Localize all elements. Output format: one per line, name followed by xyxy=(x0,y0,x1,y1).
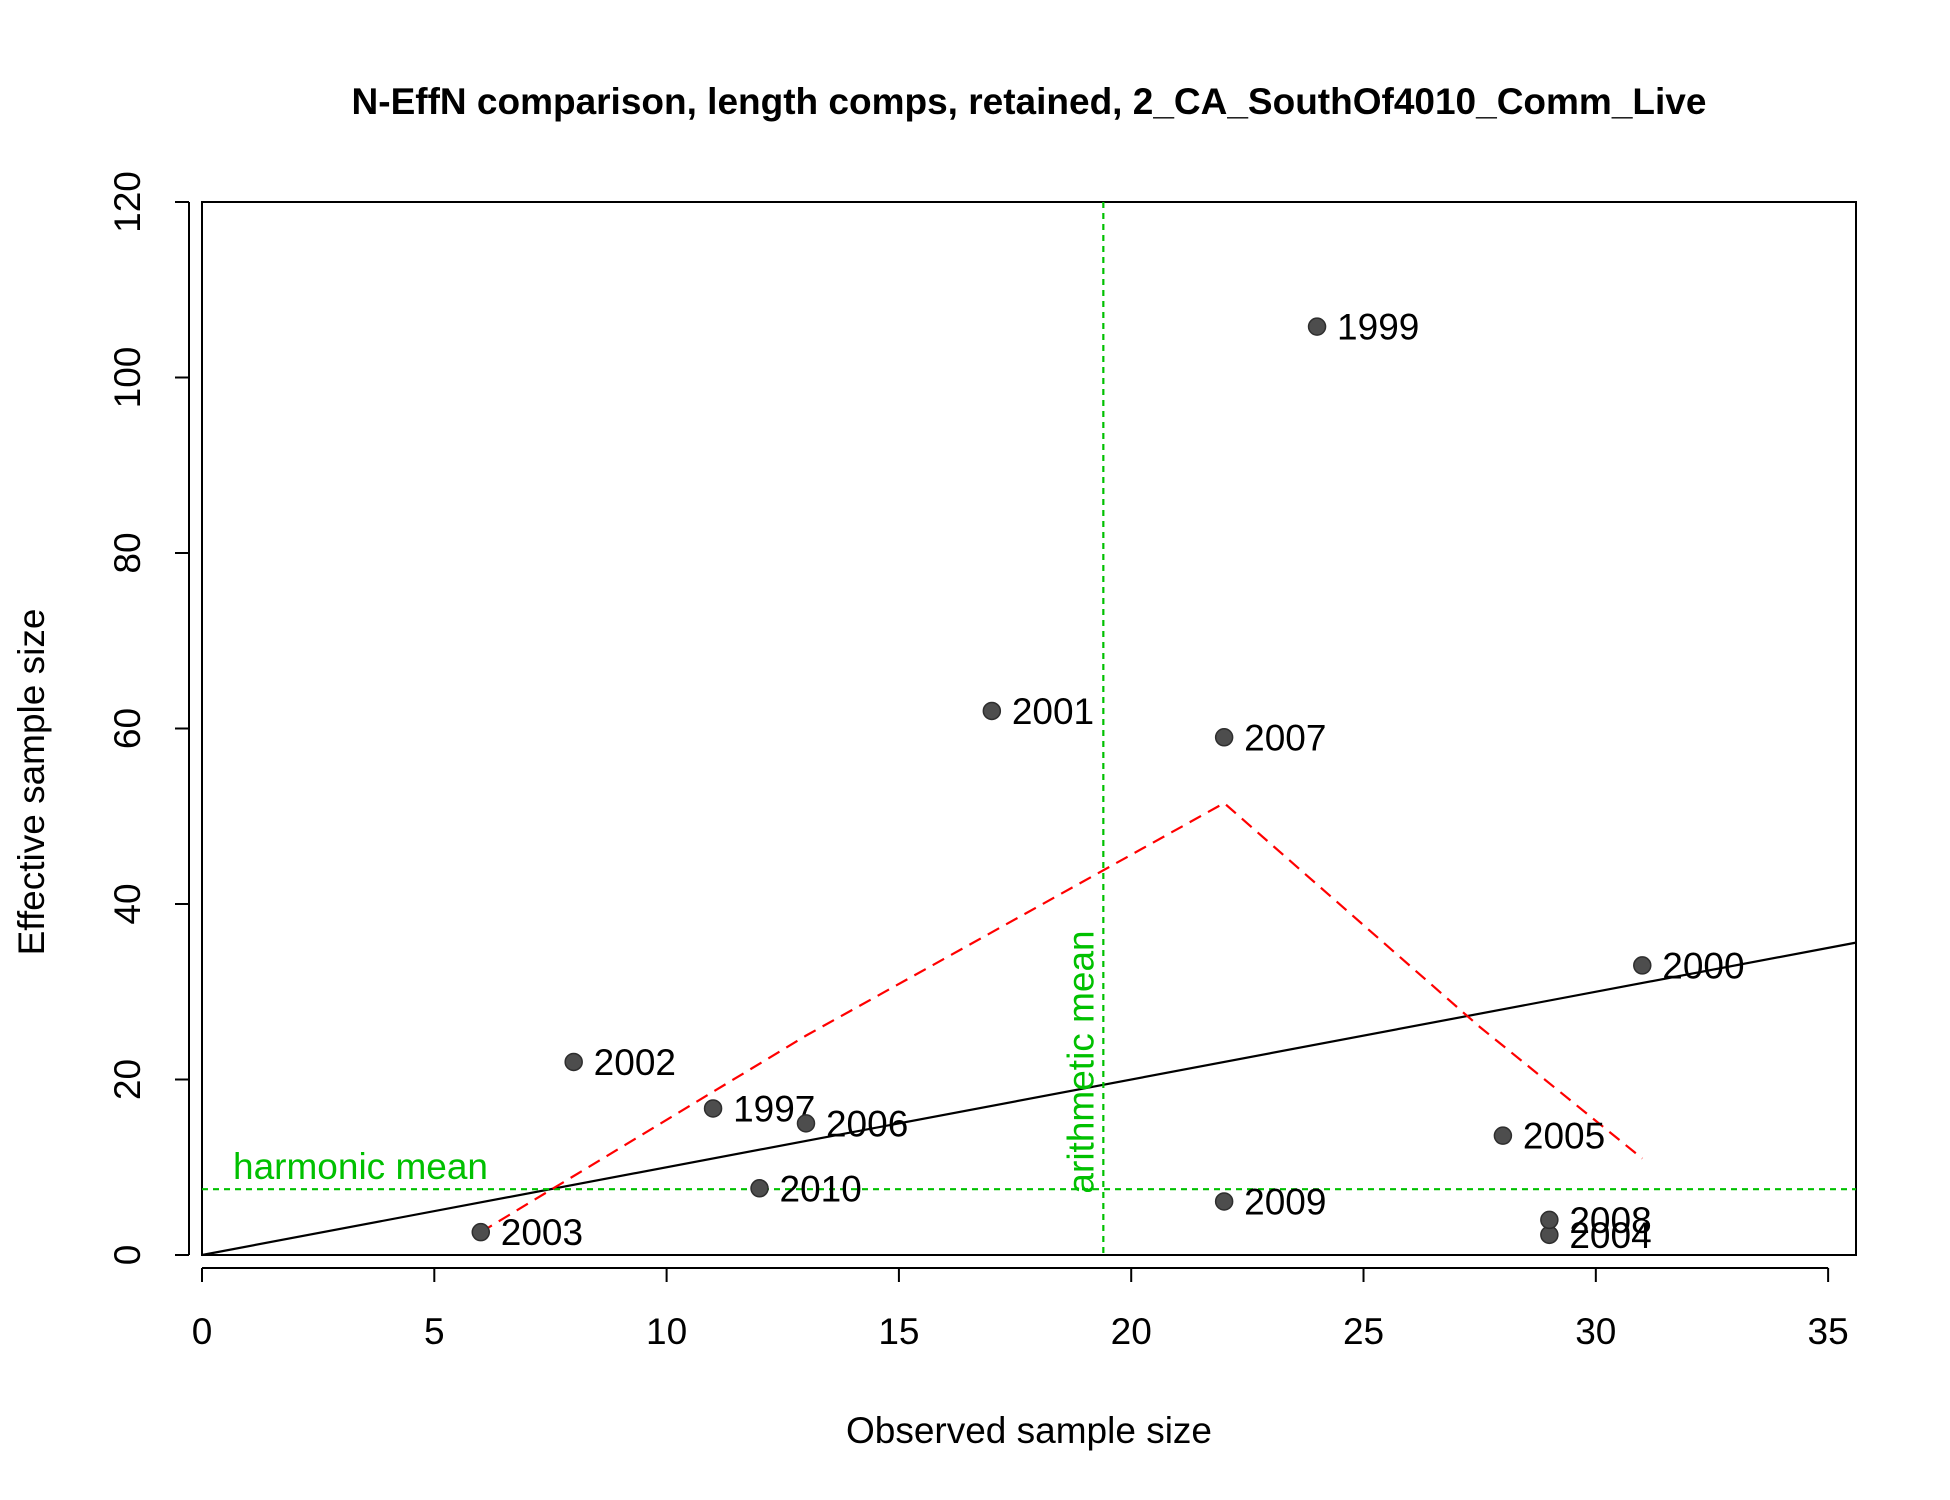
point-label-2000: 2000 xyxy=(1662,945,1744,986)
point-2003 xyxy=(471,1222,491,1242)
y-tick-label-0: 0 xyxy=(107,1245,148,1266)
plot-frame xyxy=(201,201,1857,1256)
point-label-2006: 2006 xyxy=(826,1103,908,1144)
y-tick-label-120: 120 xyxy=(107,171,148,233)
chart-title: N-EffN comparison, length comps, retaine… xyxy=(352,81,1707,122)
point-2009 xyxy=(1214,1192,1234,1211)
point-2006 xyxy=(796,1114,816,1133)
point-label-2007: 2007 xyxy=(1244,717,1326,758)
x-tick-label-0: 0 xyxy=(192,1311,213,1352)
point-label-2001: 2001 xyxy=(1012,691,1094,732)
y-tick-label-100: 100 xyxy=(107,347,148,409)
point-label-2004: 2004 xyxy=(1569,1215,1651,1256)
y-tick-label-20: 20 xyxy=(107,1059,148,1100)
point-2010 xyxy=(750,1179,769,1198)
point-label-1999: 1999 xyxy=(1337,307,1419,348)
x-tick-label-20: 20 xyxy=(1111,1311,1152,1352)
point-label-2008: 2008 xyxy=(1569,1200,1651,1241)
point-label-2005: 2005 xyxy=(1523,1116,1605,1157)
x-tick-label-10: 10 xyxy=(646,1311,687,1352)
harmonic-mean-label: harmonic mean xyxy=(233,1146,488,1187)
point-label-2009: 2009 xyxy=(1244,1181,1326,1222)
y-tick-label-80: 80 xyxy=(107,532,148,573)
x-tick-label-15: 15 xyxy=(878,1311,919,1352)
y-tick-label-60: 60 xyxy=(107,708,148,749)
point-2000 xyxy=(1633,956,1652,975)
x-tick-label-35: 35 xyxy=(1808,1311,1849,1352)
point-2008 xyxy=(1540,1210,1559,1230)
point-2002 xyxy=(564,1052,583,1072)
arithmetic-mean-label: arithmetic mean xyxy=(1060,930,1101,1193)
one-to-one-line xyxy=(201,941,1857,1257)
point-2001 xyxy=(982,701,1002,721)
point-2007 xyxy=(1214,728,1234,747)
y-tick-label-40: 40 xyxy=(107,883,148,924)
x-tick-label-30: 30 xyxy=(1575,1311,1616,1352)
smoother-line xyxy=(480,801,1643,1234)
x-tick-label-5: 5 xyxy=(424,1311,445,1352)
point-label-2010: 2010 xyxy=(780,1168,862,1209)
point-1997 xyxy=(703,1099,723,1118)
x-tick-label-25: 25 xyxy=(1343,1311,1384,1352)
y-axis-label: Effective sample size xyxy=(11,609,52,956)
point-label-2003: 2003 xyxy=(501,1212,583,1253)
point-1999 xyxy=(1307,317,1327,336)
plot-area: 0 5 10 15 20 25 30 35 0 20 40 60 80 100 120 harmonic me… xyxy=(107,171,1857,1352)
point-2005 xyxy=(1493,1126,1513,1145)
point-label-2002: 2002 xyxy=(594,1042,676,1083)
x-axis-label: Observed sample size xyxy=(846,1410,1212,1451)
